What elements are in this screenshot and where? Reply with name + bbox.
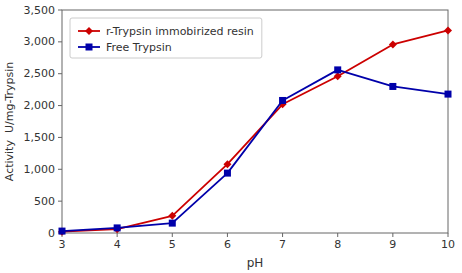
series-marker <box>169 220 176 227</box>
x-tick-label: 6 <box>224 238 231 251</box>
x-tick <box>448 233 449 237</box>
x-tick-label: 7 <box>279 238 286 251</box>
series-marker <box>389 83 396 90</box>
series-marker <box>113 225 121 233</box>
x-tick-label: 9 <box>389 238 396 251</box>
y-tick <box>58 169 62 170</box>
x-tick <box>282 233 283 237</box>
y-axis-label: Activity U/mg-Trypsin <box>3 62 16 181</box>
x-axis-label: pH <box>247 256 264 270</box>
y-tick <box>58 73 62 74</box>
series-marker <box>58 228 66 236</box>
series <box>59 66 452 234</box>
legend-marker <box>86 44 93 51</box>
x-tick-label: 3 <box>59 238 66 251</box>
series-line <box>62 70 448 231</box>
y-tick-label: 500 <box>34 195 55 208</box>
x-tick-label: 4 <box>114 238 121 251</box>
plot-frame <box>62 10 448 233</box>
x-tick-label: 10 <box>441 238 455 251</box>
x-tick <box>227 233 228 237</box>
series-line <box>62 30 448 231</box>
x-tick-label: 5 <box>169 238 176 251</box>
legend-label: r-Trypsin immobirized resin <box>106 25 254 38</box>
chart-container: 0 500 1,000 1,500 2,000 2,500 3,000 3,500 3 4 5 6 7 8… <box>0 0 462 273</box>
series-marker <box>444 26 452 34</box>
legend-label: Free Trypsin <box>106 41 172 54</box>
y-tick <box>58 41 62 42</box>
series-marker <box>389 40 397 48</box>
y-tick-label: 1,000 <box>24 163 56 176</box>
series-marker <box>168 212 176 220</box>
series-marker <box>114 224 121 231</box>
x-tick-label: 8 <box>334 238 341 251</box>
y-tick <box>58 137 62 138</box>
x-tick <box>172 233 173 237</box>
legend-box <box>70 18 262 58</box>
y-tick-label: 3,500 <box>24 4 56 17</box>
series-marker <box>445 91 452 98</box>
series-marker <box>223 160 231 168</box>
y-tick <box>58 201 62 202</box>
x-tick <box>392 233 393 237</box>
y-tick <box>58 10 62 11</box>
chart-svg: 0 500 1,000 1,500 2,000 2,500 3,000 3,500 3 4 5 6 7 8… <box>0 0 462 273</box>
x-tick <box>117 233 118 237</box>
series-marker <box>59 228 66 235</box>
legend: r-Trypsin immobirized resin Free Trypsin <box>70 18 262 58</box>
y-tick-label: 2,000 <box>24 99 56 112</box>
y-tick-label: 0 <box>48 227 55 240</box>
series-marker <box>224 170 231 177</box>
series-marker <box>334 72 342 80</box>
y-tick-label: 1,500 <box>24 131 56 144</box>
y-tick-label: 3,000 <box>24 35 56 48</box>
series-marker <box>279 97 286 104</box>
y-tick-label: 2,500 <box>24 67 56 80</box>
x-tick <box>337 233 338 237</box>
ticks: 0 500 1,000 1,500 2,000 2,500 3,000 3,500 3 4 5 6 7 8… <box>24 4 456 252</box>
y-tick <box>58 105 62 106</box>
legend-marker <box>85 27 93 35</box>
series-marker <box>334 66 341 73</box>
